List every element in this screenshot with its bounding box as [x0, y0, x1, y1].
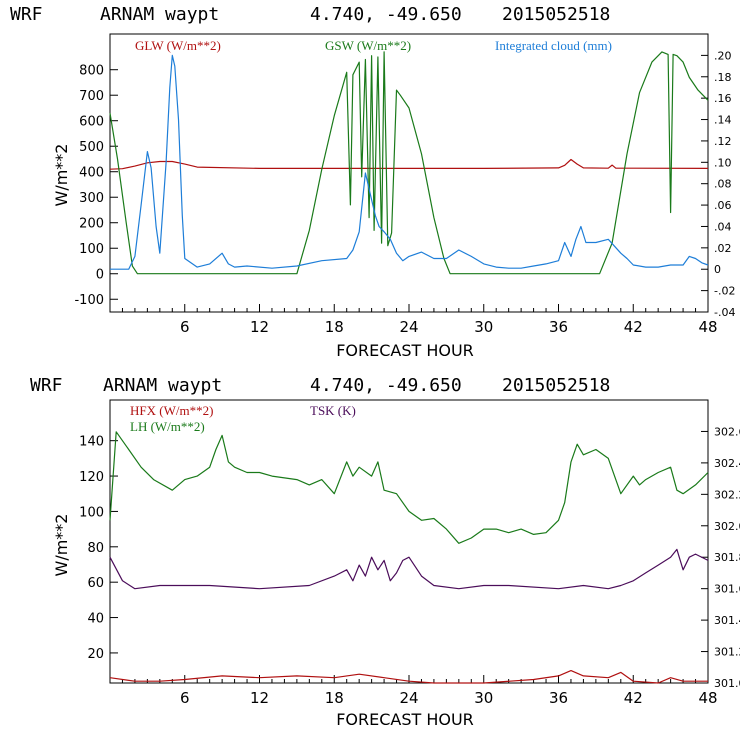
- panel-top-title-model: WRF: [10, 4, 43, 25]
- panel-top-y-tick-label: 200: [79, 217, 104, 232]
- panel-top-title-station: ARNAM waypt: [100, 4, 219, 25]
- panel-top: WRF ARNAM waypt 4.740, -49.650 201505251…: [10, 4, 735, 360]
- panel-top-x-tick-label: 18: [325, 318, 344, 336]
- panel-bottom-legend-hfx: HFX (W/m**2): [130, 403, 213, 418]
- panel-bottom-right-tick-label: 301.2: [714, 646, 740, 659]
- panel-top-y-axis-left: -100 0 100 200 300 400 500 600 700 800: [74, 64, 118, 308]
- panel-bottom-x-tick-label: 30: [474, 689, 493, 707]
- panel-bottom-series-hfx: [109, 669, 708, 684]
- panel-top-y-tick-label: 100: [79, 242, 104, 257]
- panel-top-legend-glw: GLW (W/m**2): [135, 38, 221, 53]
- panel-top-legend-cloud: Integrated cloud (mm): [495, 38, 612, 53]
- panel-top-series-integrated: [110, 54, 709, 270]
- panel-bottom-right-tick-label: 302.6: [714, 425, 740, 438]
- panel-bottom-right-tick-label: 301.0: [714, 677, 740, 690]
- panel-top-right-tick-label: .16: [714, 92, 732, 105]
- panel-top-x-tick-label: 48: [698, 318, 717, 336]
- panel-bottom-x-tick-label: 48: [698, 689, 717, 707]
- panel-top-x-axis: 6 12 18 24 30 36 42 48: [121, 304, 718, 336]
- panel-bottom-right-tick-label: 301.8: [714, 551, 740, 564]
- panel-bottom-y-tick-label: 60: [87, 576, 104, 591]
- panel-bottom-y-tick-label: 100: [79, 505, 104, 520]
- panel-bottom-y-tick-label: 80: [87, 541, 104, 556]
- panel-bottom-right-tick-label: 302.2: [714, 488, 740, 501]
- panel-top-x-tick-label: 30: [474, 318, 493, 336]
- panel-top-x-tick-label: 42: [624, 318, 643, 336]
- panel-bottom-right-tick-label: 301.4: [714, 614, 740, 627]
- panel-bottom: WRF ARNAM waypt 4.740, -49.650 201505251…: [30, 375, 740, 729]
- panel-bottom-x-axis: 6 12 18 24 30 36 42 48: [121, 675, 718, 707]
- panel-top-right-tick-label: -.02: [714, 285, 735, 298]
- panel-top-right-tick-label: .20: [714, 49, 732, 62]
- panel-top-title-run: 2015052518: [502, 4, 610, 25]
- panel-top-right-tick-label: .06: [714, 199, 732, 212]
- panel-top-x-tick-label: 24: [399, 318, 418, 336]
- panel-bottom-y-tick-label: 120: [79, 470, 104, 485]
- panel-bottom-right-tick-label: 301.6: [714, 583, 740, 596]
- panel-bottom-plot-frame: [109, 399, 709, 684]
- panel-bottom-series-lh: [109, 431, 709, 544]
- panel-top-plot-frame: [109, 33, 709, 313]
- panel-bottom-x-tick-label: 12: [250, 689, 269, 707]
- panel-top-x-tick-label: 36: [549, 318, 568, 336]
- panel-top-legend-gsw: GSW (W/m**2): [325, 38, 411, 53]
- panel-top-x-tick-label: 6: [180, 318, 190, 336]
- panel-bottom-y-axis-right: 301.0 301.2 301.4 301.6 301.8 302.0 302.2 302.4…: [701, 425, 740, 690]
- panel-top-y-tick-label: 800: [79, 64, 104, 79]
- panel-top-right-tick-label: .08: [714, 178, 732, 191]
- panel-top-right-tick-label: .10: [714, 156, 732, 169]
- panel-top-y-tick-label: 300: [79, 191, 104, 206]
- panel-bottom-series: [109, 431, 709, 684]
- panel-top-ylabel: W/m**2: [52, 144, 71, 207]
- panel-top-series-glw: [109, 158, 709, 170]
- panel-bottom-x-tick-label: 18: [325, 689, 344, 707]
- panel-top-x-tick-label: 12: [250, 318, 269, 336]
- panel-bottom-right-tick-label: 302.0: [714, 520, 740, 533]
- panel-bottom-x-tick-label: 24: [399, 689, 418, 707]
- panel-bottom-x-tick-label: 36: [549, 689, 568, 707]
- panel-bottom-y-tick-label: 20: [87, 647, 104, 662]
- panel-top-xlabel: FORECAST HOUR: [336, 341, 474, 360]
- panel-top-y-axis-right: -.04 -.02 0 .02 .04 .06 .08 .10 .12 .14 .16 .18 .20: [701, 49, 735, 319]
- panel-bottom-title-coords: 4.740, -49.650: [310, 375, 462, 396]
- panel-top-y-tick-label: 700: [79, 89, 104, 104]
- panel-bottom-series-tsk: [109, 548, 709, 590]
- panel-bottom-title-run: 2015052518: [502, 375, 610, 396]
- panel-bottom-title-model: WRF: [30, 375, 63, 396]
- panel-top-y-tick-label: 500: [79, 140, 104, 155]
- panel-bottom-ylabel: W/m**2: [52, 514, 71, 577]
- panel-top-right-tick-label: .02: [714, 242, 732, 255]
- panel-top-right-tick-label: 0: [714, 263, 721, 276]
- panel-top-y-tick-label: 0: [96, 268, 104, 283]
- panel-top-title-coords: 4.740, -49.650: [310, 4, 462, 25]
- panel-bottom-x-tick-label: 42: [624, 689, 643, 707]
- panel-top-y-tick-label: 600: [79, 115, 104, 130]
- panel-bottom-legend-lh: LH (W/m**2): [130, 419, 205, 434]
- panel-bottom-title-station: ARNAM waypt: [103, 375, 222, 396]
- panel-bottom-y-axis-left: 20 40 60 80 100 120 140: [79, 435, 118, 662]
- panel-top-series: [109, 51, 709, 275]
- panel-top-right-tick-label: .18: [714, 71, 732, 84]
- panel-bottom-right-tick-label: 302.4: [714, 457, 740, 470]
- panel-bottom-xlabel: FORECAST HOUR: [336, 710, 474, 729]
- panel-bottom-x-tick-label: 6: [180, 689, 190, 707]
- panel-top-right-tick-label: .14: [714, 114, 732, 127]
- panel-top-y-tick-label: 400: [79, 166, 104, 181]
- panel-bottom-y-tick-label: 40: [87, 612, 104, 627]
- panel-bottom-y-tick-label: 140: [79, 435, 104, 450]
- panel-top-right-tick-label: -.04: [714, 306, 735, 319]
- panel-top-right-tick-label: .04: [714, 220, 732, 233]
- panel-top-right-tick-label: .12: [714, 135, 732, 148]
- panel-top-y-tick-label: -100: [74, 293, 104, 308]
- panel-top-series-gsw: [109, 51, 709, 275]
- panel-bottom-legend-tsk: TSK (K): [310, 403, 356, 418]
